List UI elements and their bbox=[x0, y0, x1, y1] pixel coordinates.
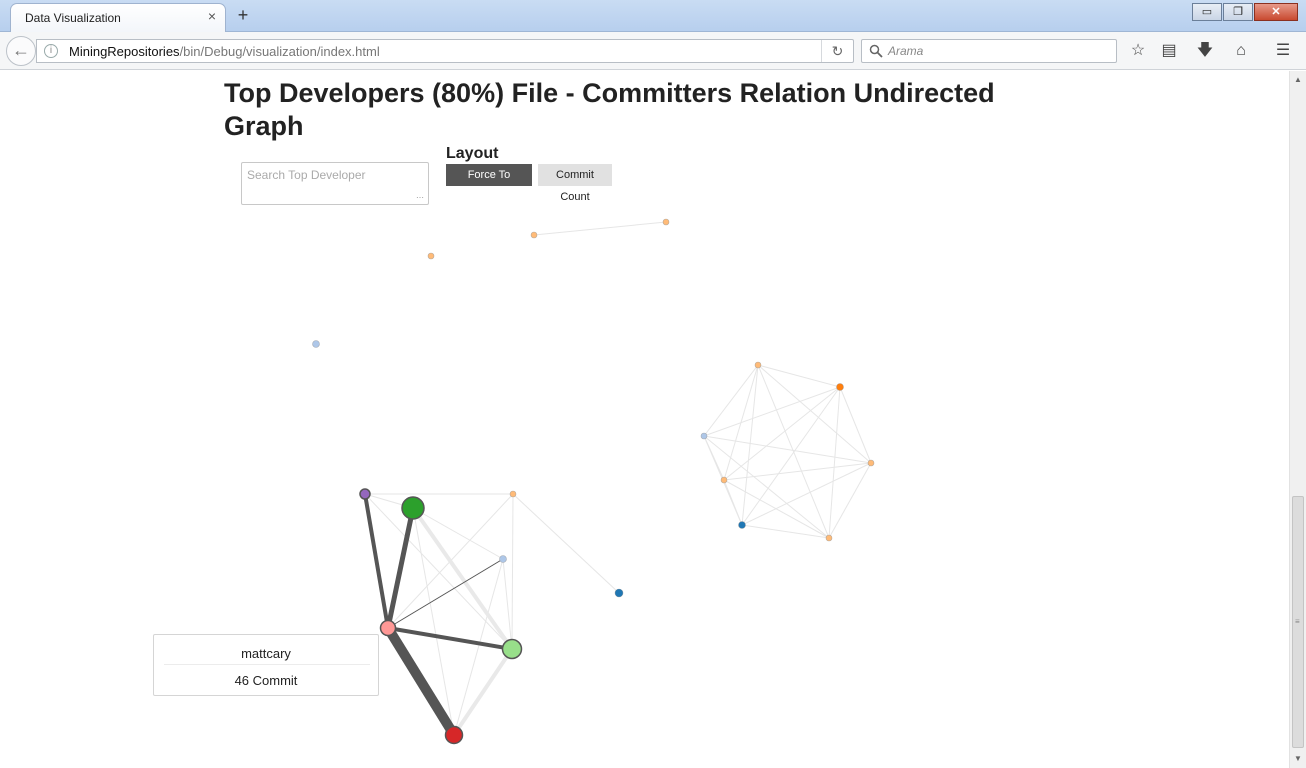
graph-canvas[interactable] bbox=[0, 71, 1289, 768]
node-tooltip: mattcary 46 Commit bbox=[153, 634, 379, 696]
graph-link bbox=[533, 221, 667, 236]
search-placeholder: Arama bbox=[888, 44, 924, 58]
url-host: MiningRepositories bbox=[69, 44, 180, 59]
graph-link bbox=[741, 364, 759, 526]
graph-link bbox=[512, 493, 620, 594]
graph-node[interactable] bbox=[444, 725, 464, 745]
graph-node[interactable] bbox=[662, 218, 670, 226]
graph-node[interactable] bbox=[700, 432, 708, 440]
graph-link bbox=[741, 462, 872, 526]
graph-link bbox=[757, 364, 872, 464]
graph-link bbox=[364, 493, 513, 650]
navigation-toolbar: ← i MiningRepositories/bin/Debug/visuali… bbox=[0, 32, 1306, 70]
graph-links bbox=[363, 221, 872, 738]
graph-link bbox=[757, 364, 841, 388]
graph-link bbox=[363, 493, 390, 629]
new-tab-button[interactable]: + bbox=[237, 5, 249, 25]
home-icon[interactable]: ⌂ bbox=[1236, 42, 1246, 59]
graph-link bbox=[453, 558, 504, 736]
graph-link bbox=[757, 364, 830, 539]
graph-link bbox=[452, 647, 514, 737]
graph-node[interactable] bbox=[738, 521, 746, 529]
graph-link bbox=[411, 506, 514, 651]
site-info-icon[interactable]: i bbox=[44, 44, 58, 58]
resize-grip-icon[interactable]: ⋯ bbox=[416, 193, 424, 202]
back-button[interactable]: ← bbox=[6, 36, 36, 66]
graph-node[interactable] bbox=[312, 340, 320, 348]
menu-icon[interactable]: ☰ bbox=[1275, 42, 1291, 59]
graph-link bbox=[703, 364, 759, 437]
page-viewport: Top Developers (80%) File - Committers R… bbox=[0, 71, 1289, 768]
browser-search-input[interactable]: Arama bbox=[861, 39, 1117, 63]
graph-link bbox=[511, 493, 514, 650]
back-arrow-icon: ← bbox=[12, 40, 30, 60]
bookmark-star-icon[interactable]: ☆ bbox=[1130, 42, 1146, 59]
tooltip-commit-count: 46 Commit bbox=[234, 673, 298, 688]
scroll-grip-icon: ≡ bbox=[1295, 617, 1300, 626]
search-icon bbox=[869, 44, 883, 58]
scrollbar-thumb[interactable]: ≡ bbox=[1292, 496, 1304, 748]
developer-search-input[interactable] bbox=[241, 162, 429, 205]
graph-node[interactable] bbox=[720, 476, 728, 484]
graph-node[interactable] bbox=[359, 488, 371, 500]
reading-list-icon[interactable]: ▤ bbox=[1161, 42, 1177, 59]
tab-close-icon[interactable]: × bbox=[207, 8, 216, 24]
graph-link bbox=[839, 386, 872, 464]
scroll-up-icon[interactable]: ▲ bbox=[1294, 75, 1302, 84]
layout-heading: Layout bbox=[446, 145, 499, 162]
commit-count-button[interactable]: Commit Count bbox=[538, 164, 612, 203]
tooltip-divider bbox=[164, 664, 370, 665]
graph-link bbox=[723, 386, 841, 481]
url-path: /bin/Debug/visualization/index.html bbox=[179, 44, 380, 59]
download-icon[interactable]: 🡇 bbox=[1196, 42, 1214, 59]
graph-link bbox=[385, 507, 416, 629]
graph-node[interactable] bbox=[614, 588, 624, 598]
force-to-center-button[interactable]: Force To Center bbox=[446, 164, 532, 203]
restore-button[interactable]: ❐ bbox=[1223, 3, 1253, 21]
graph-link bbox=[412, 507, 504, 560]
graph-link bbox=[387, 558, 504, 629]
vertical-scrollbar[interactable]: ▲ ≡ ▼ bbox=[1289, 71, 1306, 768]
window-controls: ▭ ❐ ✕ bbox=[1191, 3, 1298, 21]
graph-node[interactable] bbox=[530, 231, 538, 239]
graph-link bbox=[723, 479, 743, 526]
close-window-button[interactable]: ✕ bbox=[1254, 3, 1298, 21]
graph-link bbox=[723, 479, 830, 539]
graph-node[interactable] bbox=[509, 490, 517, 498]
address-bar[interactable]: i MiningRepositories/bin/Debug/visualiza… bbox=[36, 39, 854, 63]
graph-link bbox=[703, 435, 830, 539]
graph-link bbox=[383, 625, 459, 738]
minimize-button[interactable]: ▭ bbox=[1192, 3, 1222, 21]
tab-title: Data Visualization bbox=[25, 11, 121, 25]
window-titlebar: Data Visualization × + ▭ ❐ ✕ bbox=[0, 0, 1306, 32]
graph-node-mattcary[interactable] bbox=[379, 619, 397, 637]
graph-nodes bbox=[312, 218, 875, 745]
graph-link bbox=[741, 386, 841, 526]
graph-link bbox=[703, 386, 841, 437]
graph-node[interactable] bbox=[825, 534, 833, 542]
browser-tab[interactable]: Data Visualization × bbox=[10, 3, 226, 32]
tooltip-developer-name: mattcary bbox=[241, 646, 291, 661]
page-title: Top Developers (80%) File - Committers R… bbox=[224, 78, 995, 141]
graph-link bbox=[703, 435, 872, 464]
graph-link bbox=[502, 558, 513, 650]
scroll-down-icon[interactable]: ▼ bbox=[1294, 754, 1302, 763]
graph-link bbox=[828, 462, 872, 539]
graph-node[interactable] bbox=[867, 459, 875, 467]
graph-link bbox=[741, 524, 830, 539]
graph-link bbox=[387, 626, 513, 651]
graph-node[interactable] bbox=[754, 361, 762, 369]
graph-link bbox=[828, 386, 841, 539]
graph-node[interactable] bbox=[836, 383, 844, 391]
reload-icon[interactable]: ↻ bbox=[821, 40, 853, 62]
graph-node[interactable] bbox=[499, 555, 507, 563]
graph-node[interactable] bbox=[501, 638, 523, 660]
graph-link bbox=[723, 462, 872, 481]
graph-node[interactable] bbox=[427, 252, 435, 260]
graph-node[interactable] bbox=[401, 496, 425, 520]
graph-link bbox=[412, 507, 455, 736]
url-text: MiningRepositories/bin/Debug/visualizati… bbox=[69, 44, 380, 59]
